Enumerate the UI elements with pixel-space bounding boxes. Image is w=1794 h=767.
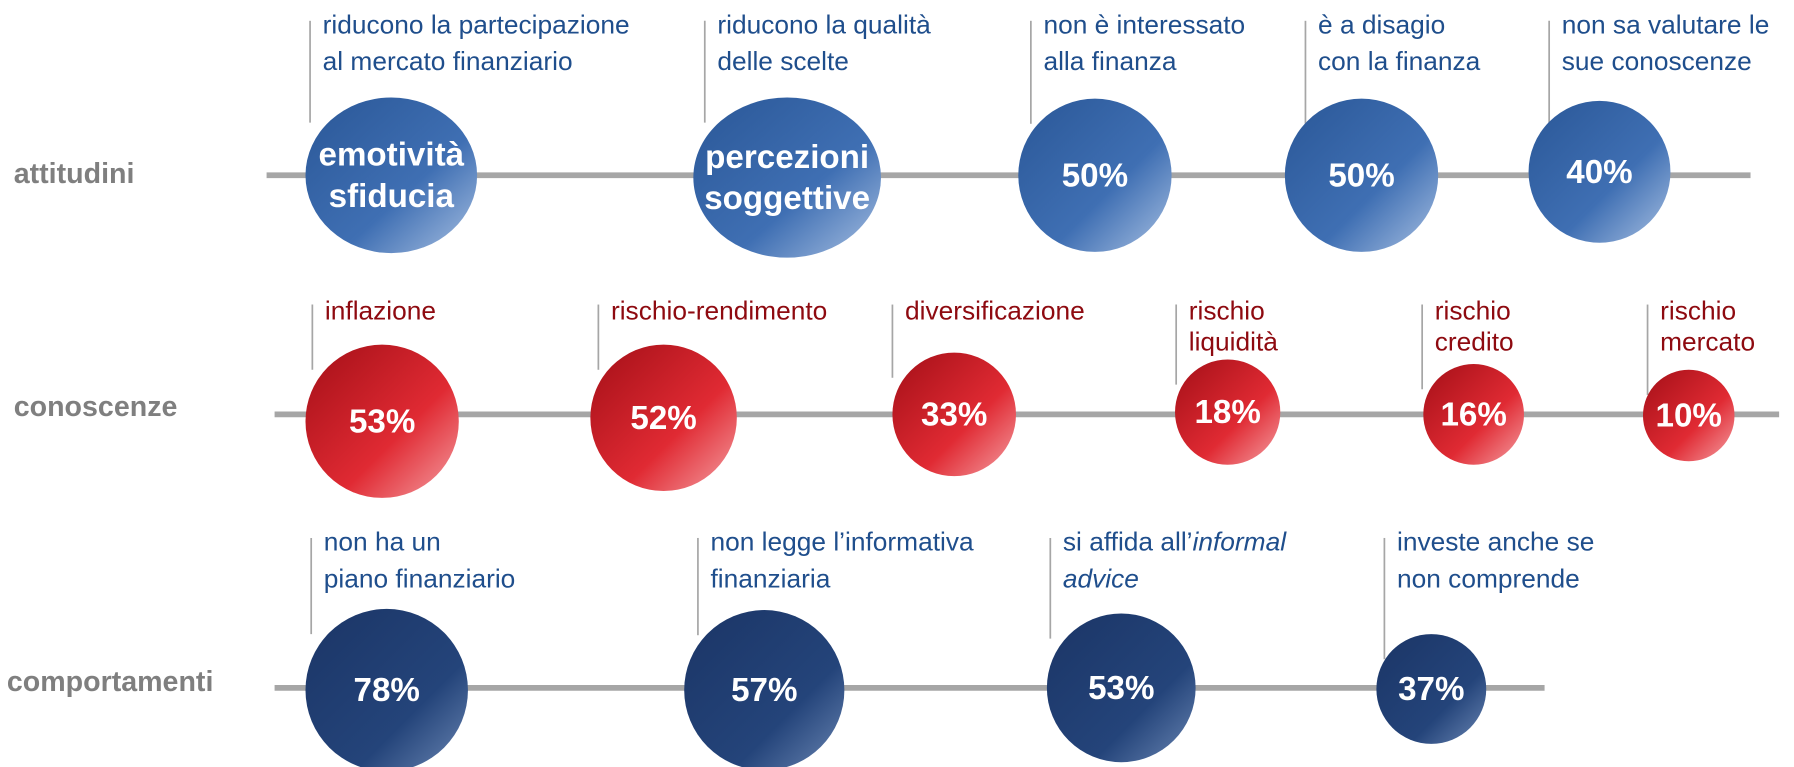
note: riducono la qualità — [717, 9, 931, 39]
note: delle scelte — [717, 46, 849, 76]
note-run: inflazione — [325, 296, 436, 326]
note-run: rischio — [1189, 296, 1265, 326]
note: rischio-rendimento — [611, 296, 827, 326]
bubble — [1423, 364, 1524, 465]
note-run: advice — [1063, 563, 1139, 593]
row: attitudini riducono la partecipazione al m… — [14, 9, 1770, 258]
bubble — [1046, 613, 1196, 763]
note: con la finanza — [1318, 46, 1481, 76]
note-run: non comprende — [1397, 563, 1580, 593]
note: mercato — [1660, 326, 1755, 356]
note: non ha un — [324, 527, 441, 557]
bubble-text: 53% — [349, 403, 415, 440]
bubble — [1376, 634, 1487, 744]
note-run: non legge l’informativa — [711, 527, 974, 557]
note-run: rischio — [1660, 296, 1736, 326]
note-run: è a disagio — [1318, 9, 1445, 39]
bubble — [684, 610, 845, 767]
note: al mercato finanziario — [323, 46, 573, 76]
bubble-text: 40% — [1566, 154, 1632, 191]
note: si affida all’informal — [1063, 527, 1287, 557]
bubble — [892, 352, 1016, 477]
bubble — [305, 608, 468, 767]
note: non è interessato — [1043, 9, 1245, 39]
note-run: riducono la qualità — [717, 9, 931, 39]
bubble — [305, 97, 478, 254]
bubble — [1642, 369, 1735, 462]
bubble-text: 50% — [1328, 157, 1394, 194]
bubble-text: 18% — [1194, 394, 1260, 431]
note-run: credito — [1435, 326, 1514, 356]
row: comportamenti non ha un piano finanziario 7… — [7, 527, 1594, 767]
row-label: conoscenze — [14, 391, 178, 423]
note-run: investe anche se — [1397, 527, 1594, 557]
bubble — [693, 97, 881, 258]
note: non legge l’informativa — [711, 527, 974, 557]
bubble-text: 37% — [1398, 671, 1464, 708]
note-run: non sa valutare le — [1562, 9, 1770, 39]
bubble-text: 10% — [1656, 398, 1722, 435]
note-run: liquidità — [1189, 326, 1279, 356]
note-run: non è interessato — [1043, 9, 1245, 39]
note: non sa valutare le — [1562, 9, 1770, 39]
note: investe anche se — [1397, 527, 1594, 557]
note-run: mercato — [1660, 326, 1755, 356]
note-run: alla finanza — [1043, 46, 1176, 76]
note-run: informal — [1193, 527, 1288, 557]
bubble — [1018, 98, 1172, 252]
bubble — [1284, 98, 1439, 252]
row-label: comportamenti — [7, 666, 214, 698]
bubble-text: emotività — [319, 137, 465, 174]
note: alla finanza — [1043, 46, 1176, 76]
bubble — [1528, 100, 1671, 243]
note: advice — [1063, 563, 1139, 593]
note: piano finanziario — [324, 563, 516, 593]
note: riducono la partecipazione — [323, 9, 630, 39]
note: credito — [1435, 326, 1514, 356]
bubble-text: 50% — [1062, 157, 1128, 194]
bubble-text: sfiducia — [329, 178, 455, 215]
note: liquidità — [1189, 326, 1279, 356]
note: diversificazione — [905, 296, 1085, 326]
note: sue conoscenze — [1562, 46, 1752, 76]
note: rischio — [1660, 296, 1736, 326]
note-run: piano finanziario — [324, 563, 516, 593]
note-run: riducono la partecipazione — [323, 9, 630, 39]
bubble-text: 53% — [1088, 670, 1154, 707]
note-run: diversificazione — [905, 296, 1085, 326]
bubble-text: 16% — [1440, 396, 1506, 433]
bubble-text: 52% — [630, 400, 696, 437]
note-run: rischio-rendimento — [611, 296, 827, 326]
bubble-text: percezioni — [705, 139, 869, 176]
bubble-text: soggettive — [704, 180, 870, 217]
bubble-text: 78% — [354, 672, 420, 709]
note-run: delle scelte — [717, 46, 849, 76]
note: è a disagio — [1318, 9, 1445, 39]
bubble — [1175, 359, 1281, 465]
note-run: finanziaria — [711, 563, 831, 593]
note-run: si affida all’ — [1063, 527, 1193, 557]
row-label: attitudini — [14, 158, 135, 190]
bubble — [590, 344, 737, 492]
note-run: rischio — [1435, 296, 1511, 326]
note-run: sue conoscenze — [1562, 46, 1752, 76]
row: conoscenze inflazione 53% rischio-rendiment… — [14, 296, 1780, 498]
note: rischio — [1189, 296, 1265, 326]
note-run: non ha un — [324, 527, 441, 557]
bubble-text: 33% — [921, 396, 987, 433]
note: finanziaria — [711, 563, 831, 593]
bubble — [305, 344, 459, 498]
note-run: con la finanza — [1318, 46, 1481, 76]
note: rischio — [1435, 296, 1511, 326]
bubble-text: 57% — [731, 672, 797, 709]
note: non comprende — [1397, 563, 1580, 593]
note: inflazione — [325, 296, 436, 326]
note-run: al mercato finanziario — [323, 46, 573, 76]
